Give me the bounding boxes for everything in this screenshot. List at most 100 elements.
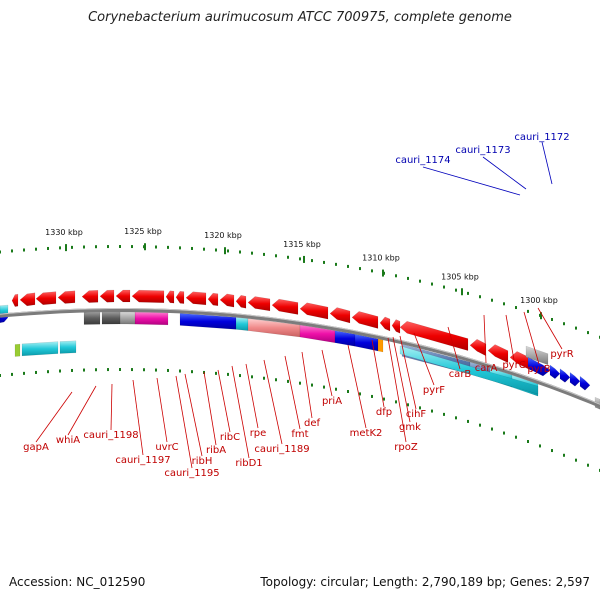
gene-label: whiA xyxy=(56,435,80,446)
gene-label: fmt xyxy=(291,429,308,440)
gene-box xyxy=(119,311,136,325)
gene-label: cauri_1189 xyxy=(254,444,309,455)
gene-label: cauri_1174 xyxy=(395,155,450,166)
gene-arrow xyxy=(549,364,561,380)
gene-arrow xyxy=(329,307,351,324)
leader-line xyxy=(132,379,144,456)
leader-line xyxy=(284,355,301,430)
gene-label: cauri_1172 xyxy=(514,132,569,143)
tick-label: 1325 kbp xyxy=(124,227,162,236)
accession-text: Accession: NC_012590 xyxy=(9,575,146,589)
tick-label: 1315 kbp xyxy=(283,240,321,249)
label-leaders xyxy=(35,141,563,469)
genome-summary: Topology: circular; Length: 2,790,189 bp… xyxy=(260,575,590,589)
leader-line xyxy=(392,336,411,423)
gene-features xyxy=(0,289,600,410)
tick-label: 1330 kbp xyxy=(45,228,83,237)
gene-arrow xyxy=(207,292,219,307)
tick-label: 1305 kbp xyxy=(441,272,479,281)
gene-arrow xyxy=(165,290,175,304)
leader-line xyxy=(413,332,435,386)
backbone-highlight xyxy=(0,308,600,405)
gene-arrow xyxy=(569,371,581,387)
gene-label: carA xyxy=(475,363,498,374)
leader-line xyxy=(422,166,521,196)
gene-arrow xyxy=(469,338,487,357)
gene-arrow xyxy=(399,321,469,351)
leader-line xyxy=(245,363,259,429)
leader-line xyxy=(482,156,527,190)
leader-line xyxy=(371,339,385,408)
gene-label: priA xyxy=(322,396,342,407)
gene-label: pyrF xyxy=(423,385,445,396)
gene-arrow xyxy=(379,316,391,332)
leader-line xyxy=(156,377,168,443)
gene-arrow xyxy=(57,290,76,304)
gene-arrow xyxy=(527,356,551,377)
gene-label: pyrB xyxy=(527,364,550,375)
leader-line xyxy=(541,141,553,185)
leader-line xyxy=(347,344,367,429)
gene-arrow xyxy=(299,302,329,320)
gene-label: pyrC xyxy=(502,360,525,371)
gene-box xyxy=(399,345,539,395)
gene-box xyxy=(525,345,549,366)
tick-label: 1310 kbp xyxy=(362,254,400,263)
gene-label: metK2 xyxy=(350,428,383,439)
tick-marks: 1330 kbp 1325 kbp 1320 kbp 1315 kbp 1310 kbp… xyxy=(45,227,558,320)
gene-box xyxy=(235,317,249,331)
leader-line xyxy=(523,311,540,365)
gene-box xyxy=(21,341,59,357)
gene-label: cihF xyxy=(406,409,427,420)
gene-label: def xyxy=(304,418,321,429)
gene-arrow xyxy=(11,293,19,307)
backbone xyxy=(0,308,600,408)
gene-arrow xyxy=(81,289,99,303)
leader-line xyxy=(110,383,113,431)
map-title: Corynebacterium aurimucosum ATCC 700975,… xyxy=(88,10,512,25)
gene-label: rpe xyxy=(250,428,267,439)
gene-arrow xyxy=(271,298,299,315)
gene-arrow xyxy=(175,290,185,304)
gene-arrow xyxy=(391,319,401,334)
gene-label: cauri_1197 xyxy=(115,455,170,466)
gene-label: pyrR xyxy=(550,349,573,360)
gene-arrow xyxy=(487,344,509,364)
gene-arrow xyxy=(559,368,571,383)
gene-box xyxy=(83,311,101,325)
gene-labels: gapA whiA cauri_1198 cauri_1197 uvrC cauri_11… xyxy=(23,132,574,479)
leader-line xyxy=(301,351,313,419)
gene-label: dfp xyxy=(376,407,392,418)
leader-line xyxy=(231,365,250,459)
gene-arrow xyxy=(579,375,591,391)
leader-line xyxy=(505,314,515,361)
gene-box xyxy=(101,311,121,325)
gene-arrow xyxy=(99,289,115,303)
gene-arrow xyxy=(131,289,165,304)
gene-arrow xyxy=(19,292,36,307)
leader-line xyxy=(184,373,203,457)
leader-line xyxy=(263,359,283,445)
leader-line xyxy=(321,349,333,397)
backbone-line xyxy=(0,308,600,408)
leader-line xyxy=(399,335,417,410)
gene-arrow xyxy=(351,311,379,329)
gene-box xyxy=(377,338,384,353)
gene-label: ribD1 xyxy=(235,458,262,469)
gene-arrow xyxy=(219,293,235,308)
gene-box xyxy=(59,340,77,354)
tick-label: 1300 kbp xyxy=(520,296,558,305)
leader-line xyxy=(217,369,231,433)
leader-line xyxy=(67,385,97,436)
gene-arrow xyxy=(235,295,247,309)
gene-label: ribH xyxy=(192,456,213,467)
gene-box xyxy=(14,343,21,357)
leader-line xyxy=(447,326,461,370)
leader-line xyxy=(175,375,193,469)
gene-label: cauri_1173 xyxy=(455,145,510,156)
gene-label: cauri_1195 xyxy=(164,468,219,479)
leader-line xyxy=(483,314,487,364)
gene-arrow xyxy=(115,289,131,303)
leader-line xyxy=(35,391,73,443)
